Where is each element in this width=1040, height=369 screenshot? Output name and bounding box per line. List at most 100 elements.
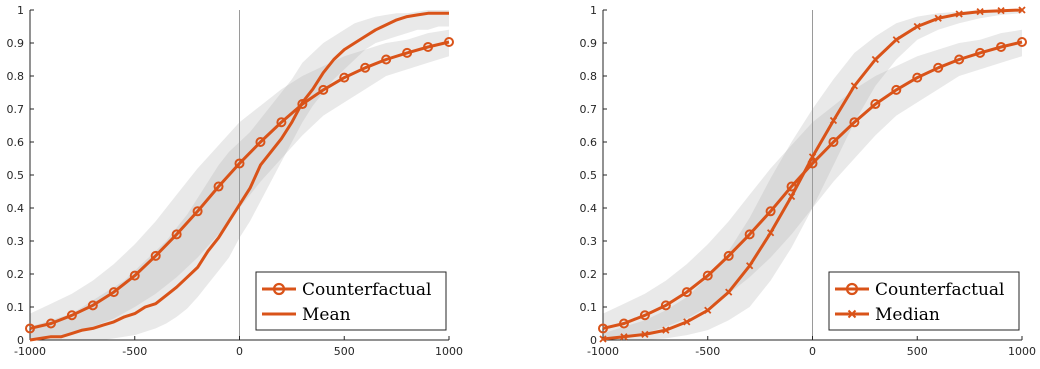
x-tick-label: -1000 — [587, 345, 619, 358]
legend: Counterfactual Mean — [255, 271, 447, 331]
data-point-median — [725, 288, 733, 296]
y-tick-label: 0.6 — [7, 136, 25, 149]
data-point-counterfactual — [912, 72, 923, 83]
data-point-counterfactual — [828, 137, 839, 147]
data-point-counterfactual — [765, 206, 776, 217]
data-point-counterfactual — [45, 318, 56, 329]
x-tick-label: -1000 — [14, 345, 46, 358]
legend-label-counterfactual: Counterfactual — [302, 280, 431, 300]
x-tick-label: -500 — [695, 345, 720, 358]
data-point-counterfactual — [933, 62, 944, 73]
y-tick-label: 1 — [17, 4, 24, 17]
data-point-median — [934, 14, 942, 22]
series-line-mean — [29, 11, 449, 342]
legend-box — [255, 271, 447, 331]
data-point-counterfactual — [639, 310, 650, 321]
chart-panel-2: 0 0.1 0.2 0.3 0.4 0.5 0.6 0.7 0.8 0.9 1 -1000 -500 0 5… — [580, 4, 1037, 358]
data-point-counterfactual — [87, 300, 98, 311]
data-point-counterfactual — [108, 287, 119, 298]
data-point-median — [1018, 6, 1026, 14]
legend-label-mean: Mean — [302, 305, 351, 325]
data-point-counterfactual — [381, 54, 392, 65]
data-point-counterfactual — [702, 270, 713, 281]
data-point-counterfactual — [744, 229, 755, 240]
legend-marker-circle — [272, 282, 286, 296]
x-tick-label: 500 — [907, 345, 928, 358]
data-point-counterfactual — [444, 37, 454, 48]
data-point-counterfactual — [1017, 37, 1027, 48]
y-tick-label: 0.5 — [7, 169, 25, 182]
data-point-counterfactual — [423, 41, 434, 52]
data-point-median — [850, 82, 859, 90]
data-point-counterfactual — [723, 250, 734, 261]
data-point-counterfactual — [891, 84, 902, 95]
data-point-median — [955, 10, 963, 18]
y-tick-label: 0.9 — [580, 37, 598, 50]
y-tick-label: 0.2 — [7, 268, 25, 281]
data-point-counterfactual — [150, 250, 161, 261]
data-point-counterfactual — [975, 47, 986, 58]
data-point-counterfactual — [66, 310, 77, 321]
y-tick-label: 0.8 — [7, 70, 25, 83]
data-point-counterfactual — [25, 323, 35, 334]
data-point-counterfactual — [660, 300, 671, 311]
data-point-median — [766, 229, 775, 237]
x-tick-label: -500 — [122, 345, 147, 358]
legend-marker-x — [847, 309, 857, 319]
data-point-counterfactual — [996, 41, 1007, 52]
data-point-counterfactual — [598, 323, 608, 334]
data-point-median — [683, 318, 691, 326]
y-tick-label: 0.3 — [7, 235, 25, 248]
legend-marker-circle — [845, 282, 859, 296]
y-tick-label: 0.4 — [580, 202, 598, 215]
data-point-counterfactual — [255, 137, 266, 147]
data-point-counterfactual — [681, 287, 692, 298]
legend: Counterfactual Median — [828, 271, 1020, 331]
data-point-median — [641, 330, 649, 339]
x-tick-label: 500 — [334, 345, 355, 358]
data-point-counterfactual — [849, 117, 860, 128]
y-tick-label: 0.6 — [580, 136, 598, 149]
y-tick-label: 0.2 — [580, 268, 598, 281]
x-tick-label: 0 — [236, 345, 243, 358]
data-point-counterfactual — [954, 54, 965, 65]
series-line-counterfactual — [29, 40, 450, 330]
data-point-median — [997, 7, 1005, 15]
x-tick-label: 0 — [809, 345, 816, 358]
y-tick-label: 0.9 — [7, 37, 25, 50]
y-tick-label: 1 — [590, 4, 597, 17]
data-point-counterfactual — [318, 84, 329, 95]
data-point-counterfactual — [171, 229, 182, 240]
data-point-median — [892, 36, 900, 44]
data-point-median — [662, 326, 670, 334]
y-tick-label: 0.5 — [580, 169, 598, 182]
data-point-median — [746, 262, 754, 270]
data-point-counterfactual — [870, 99, 881, 110]
y-tick-label: 0.7 — [580, 103, 598, 116]
data-point-median — [620, 333, 628, 341]
y-tick-label: 0 — [17, 334, 24, 347]
data-point-counterfactual — [360, 62, 371, 73]
data-point-median — [787, 192, 796, 201]
data-point-counterfactual — [276, 117, 287, 128]
x-tick-label: 1000 — [435, 345, 463, 358]
x-tick-label: 1000 — [1008, 345, 1036, 358]
legend-label-counterfactual: Counterfactual — [875, 280, 1004, 300]
y-tick-label: 0.7 — [7, 103, 25, 116]
data-point-median — [976, 8, 984, 16]
data-point-counterfactual — [213, 181, 224, 192]
data-point-median — [829, 116, 838, 125]
legend-box — [828, 271, 1020, 331]
legend-label-median: Median — [875, 305, 940, 325]
data-point-median — [704, 306, 712, 314]
data-point-counterfactual — [402, 47, 413, 58]
data-point-median — [599, 335, 607, 343]
y-tick-label: 0.1 — [580, 301, 598, 314]
data-point-counterfactual — [234, 158, 245, 169]
y-tick-label: 0.4 — [7, 202, 25, 215]
data-point-counterfactual — [618, 318, 629, 329]
data-point-median — [808, 153, 817, 161]
data-point-median — [913, 22, 921, 31]
series-line-counterfactual — [602, 40, 1023, 330]
y-tick-label: 0.3 — [580, 235, 598, 248]
